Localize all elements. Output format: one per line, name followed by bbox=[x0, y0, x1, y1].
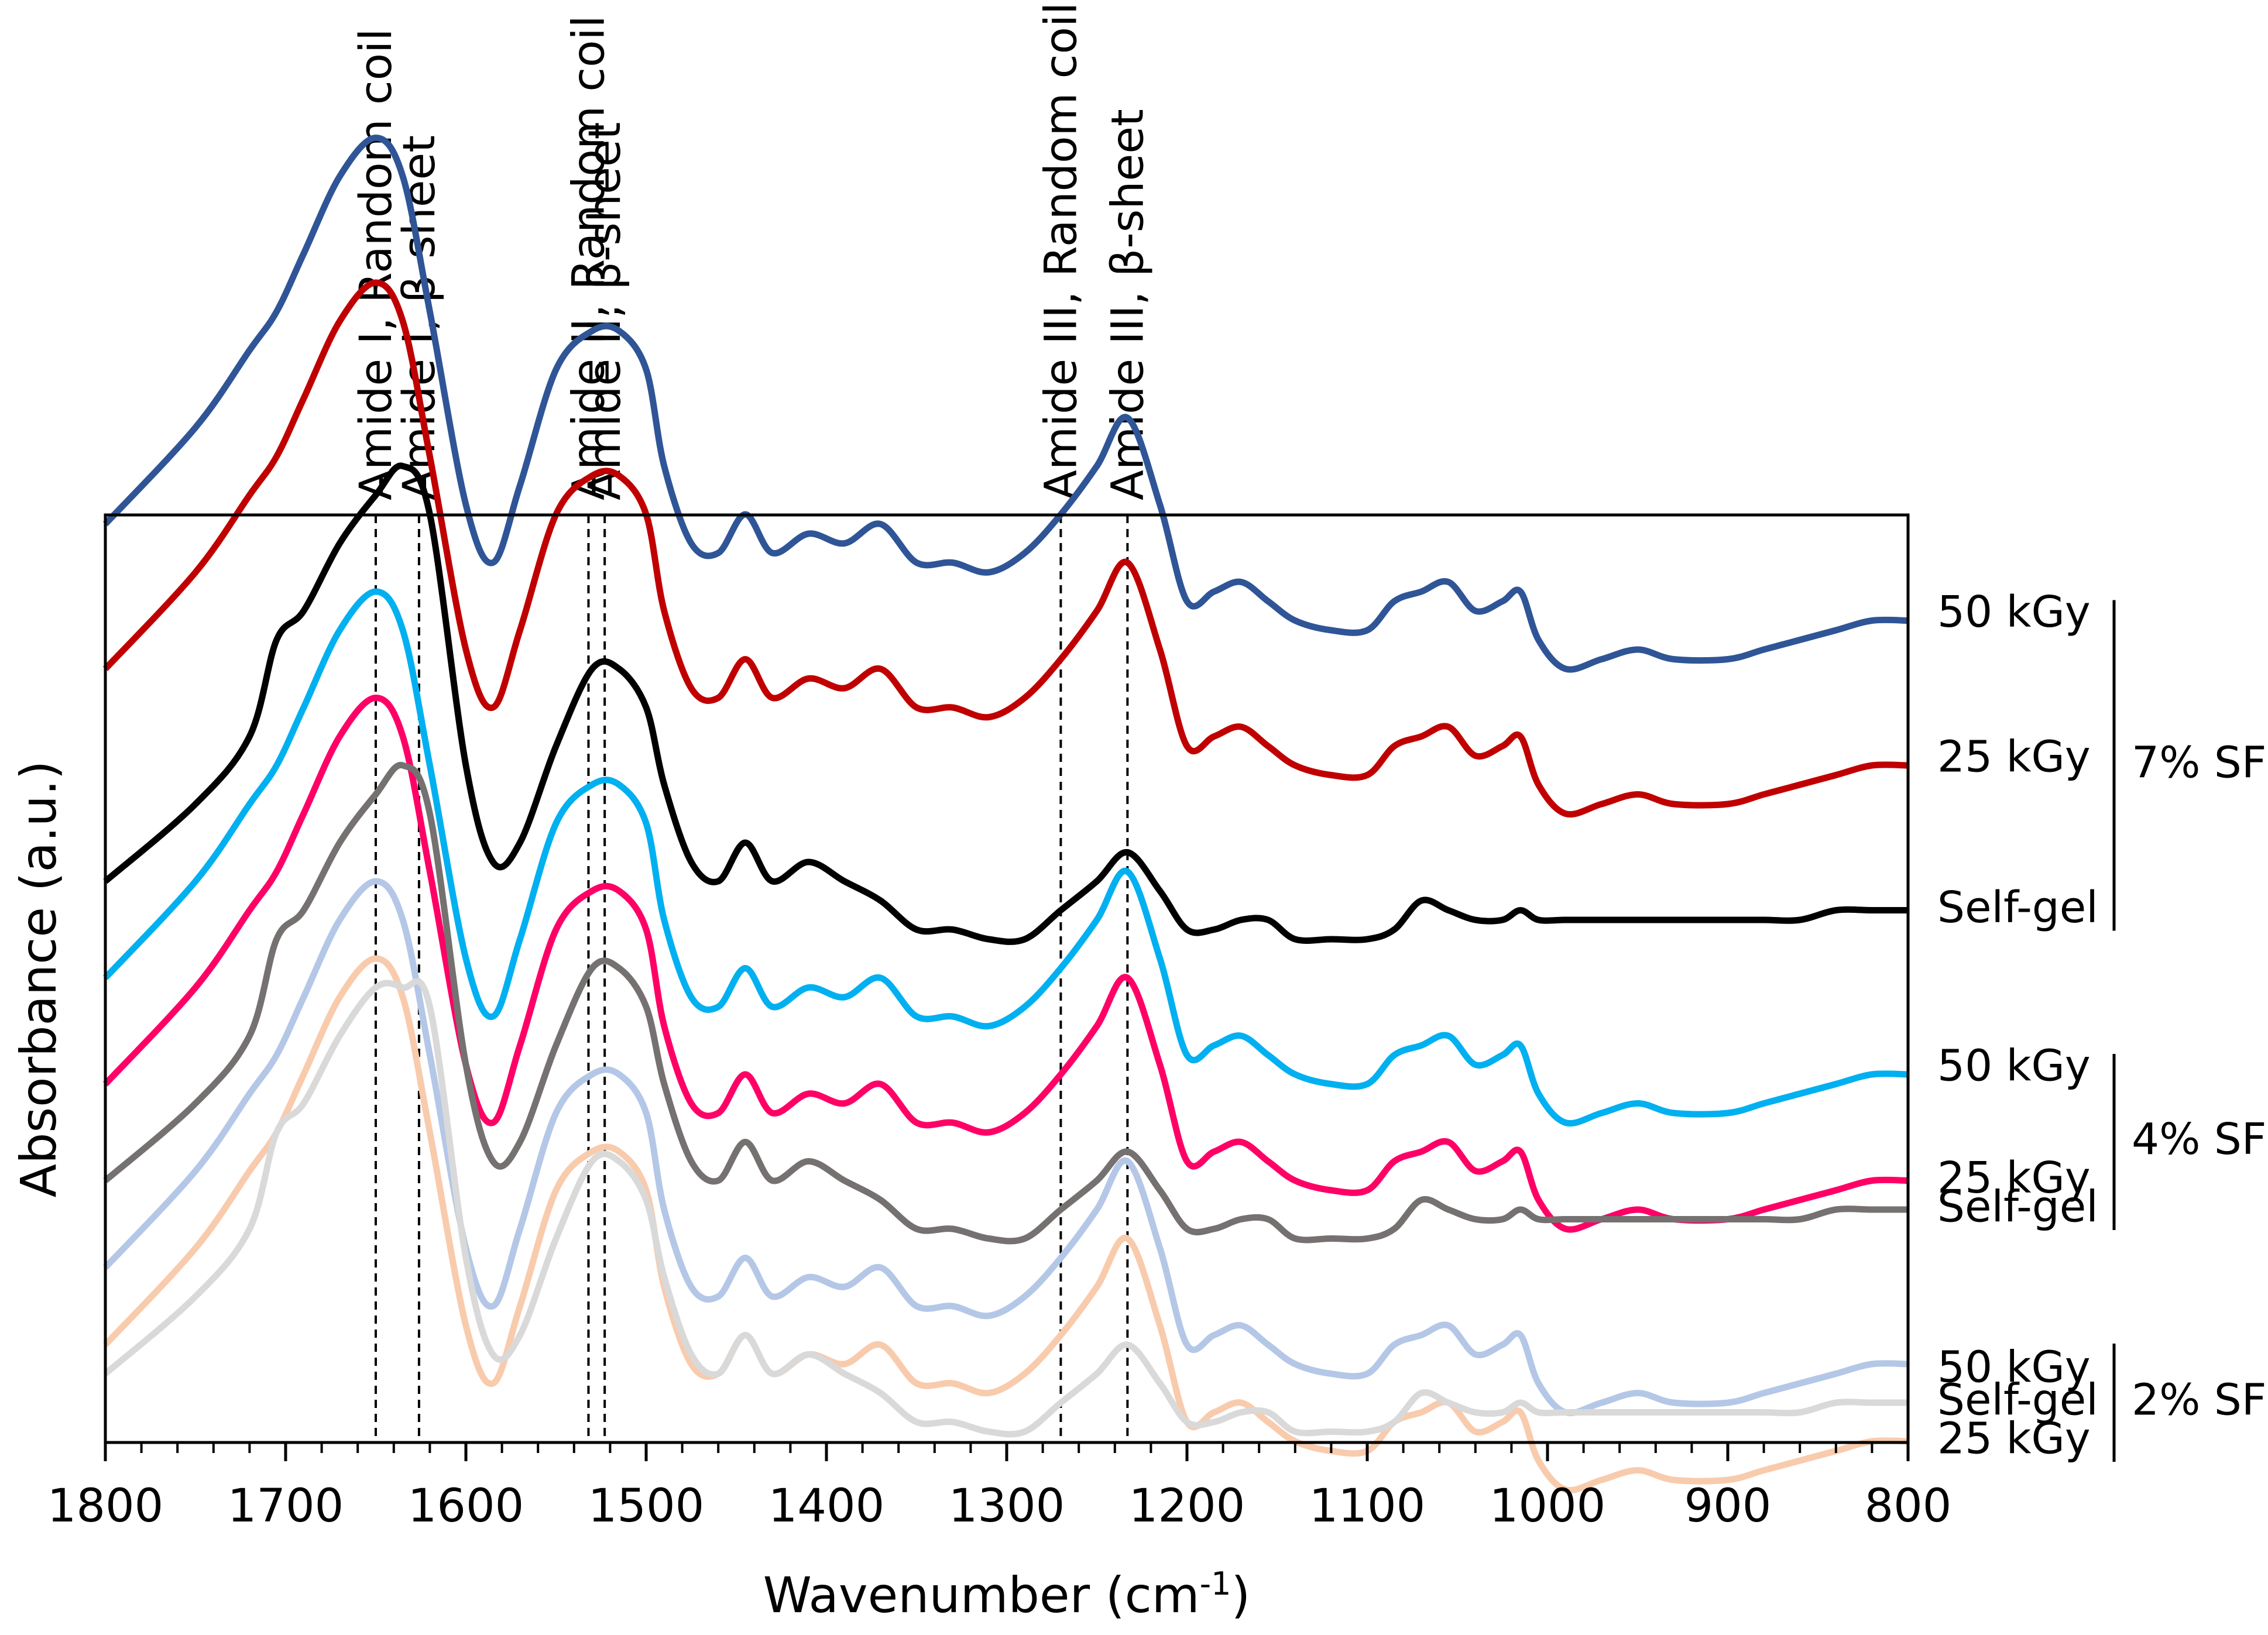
group-label-3: 2% SF bbox=[2132, 1375, 2266, 1426]
x-tick-label-1800: 1800 bbox=[47, 1480, 164, 1533]
series-label-7sf-self-gel: Self-gel bbox=[1937, 882, 2098, 933]
x-tick-label-1700: 1700 bbox=[228, 1480, 344, 1533]
x-axis-title: Wavenumber (cm-1) bbox=[763, 1565, 1251, 1624]
x-tick-label-1200: 1200 bbox=[1129, 1480, 1245, 1533]
series-line-2sf-50-kgy bbox=[102, 878, 1909, 1417]
series-label-7sf-25-kgy: 25 kGy bbox=[1937, 732, 2091, 782]
x-tick-label-800: 800 bbox=[1865, 1480, 1952, 1533]
series-line-7sf-25-kgy bbox=[102, 279, 1909, 818]
x-tick-label-1600: 1600 bbox=[408, 1480, 524, 1533]
x-tick-label-1300: 1300 bbox=[949, 1480, 1065, 1533]
x-tick-label-1500: 1500 bbox=[588, 1480, 705, 1533]
group-label-1: 7% SF bbox=[2132, 738, 2266, 788]
series-label-4sf-25-kgy: 25 kGy bbox=[1937, 1153, 2091, 1203]
annotation-label-3: Amide II, Random coil bbox=[562, 15, 614, 500]
series-line-7sf-self-gel bbox=[103, 462, 1908, 945]
annotation-label-5: Amide III, Random coil bbox=[1034, 2, 1086, 500]
series-layer bbox=[102, 135, 1909, 1494]
x-axis-title-end: ) bbox=[1231, 1567, 1250, 1624]
series-line-2sf-self-gel bbox=[103, 978, 1909, 1438]
group-label-2: 4% SF bbox=[2132, 1114, 2266, 1165]
x-tick-label-1100: 1100 bbox=[1309, 1480, 1426, 1533]
series-label-4sf-50-kgy: 50 kGy bbox=[1937, 1041, 2091, 1091]
y-axis-title: Absorbance (a.u.) bbox=[10, 761, 67, 1198]
annotation-label-1: Amide I, Random coil bbox=[349, 29, 402, 500]
x-tick-label-1000: 1000 bbox=[1490, 1480, 1606, 1533]
series-line-4sf-25-kgy bbox=[102, 695, 1909, 1233]
annotation-label-4: Amide II, β-sheet bbox=[578, 122, 630, 500]
x-axis-title-main: Wavenumber (cm bbox=[763, 1567, 1200, 1624]
series-line-4sf-50-kgy bbox=[102, 588, 1909, 1127]
series-label-4sf-self-gel: Self-gel bbox=[1937, 1182, 2098, 1232]
x-axis-title-superscript: -1 bbox=[1200, 1565, 1231, 1602]
series-line-7sf-50-kgy bbox=[102, 135, 1909, 673]
series-label-2sf-self-gel: Self-gel bbox=[1937, 1375, 2098, 1426]
series-label-2sf-50-kgy: 50 kGy bbox=[1937, 1342, 2091, 1393]
x-tick-label-900: 900 bbox=[1684, 1480, 1772, 1533]
series-label-2sf-25-kgy: 25 kGy bbox=[1937, 1414, 2091, 1464]
x-tick-label-1400: 1400 bbox=[768, 1480, 885, 1533]
x-axis: 1800 1700 1600 1500 1400 1300 1200 1100 1000 900 8… bbox=[47, 1442, 1952, 1533]
series-label-7sf-50-kgy: 50 kGy bbox=[1937, 587, 2091, 637]
series-line-4sf-self-gel bbox=[103, 762, 1908, 1245]
